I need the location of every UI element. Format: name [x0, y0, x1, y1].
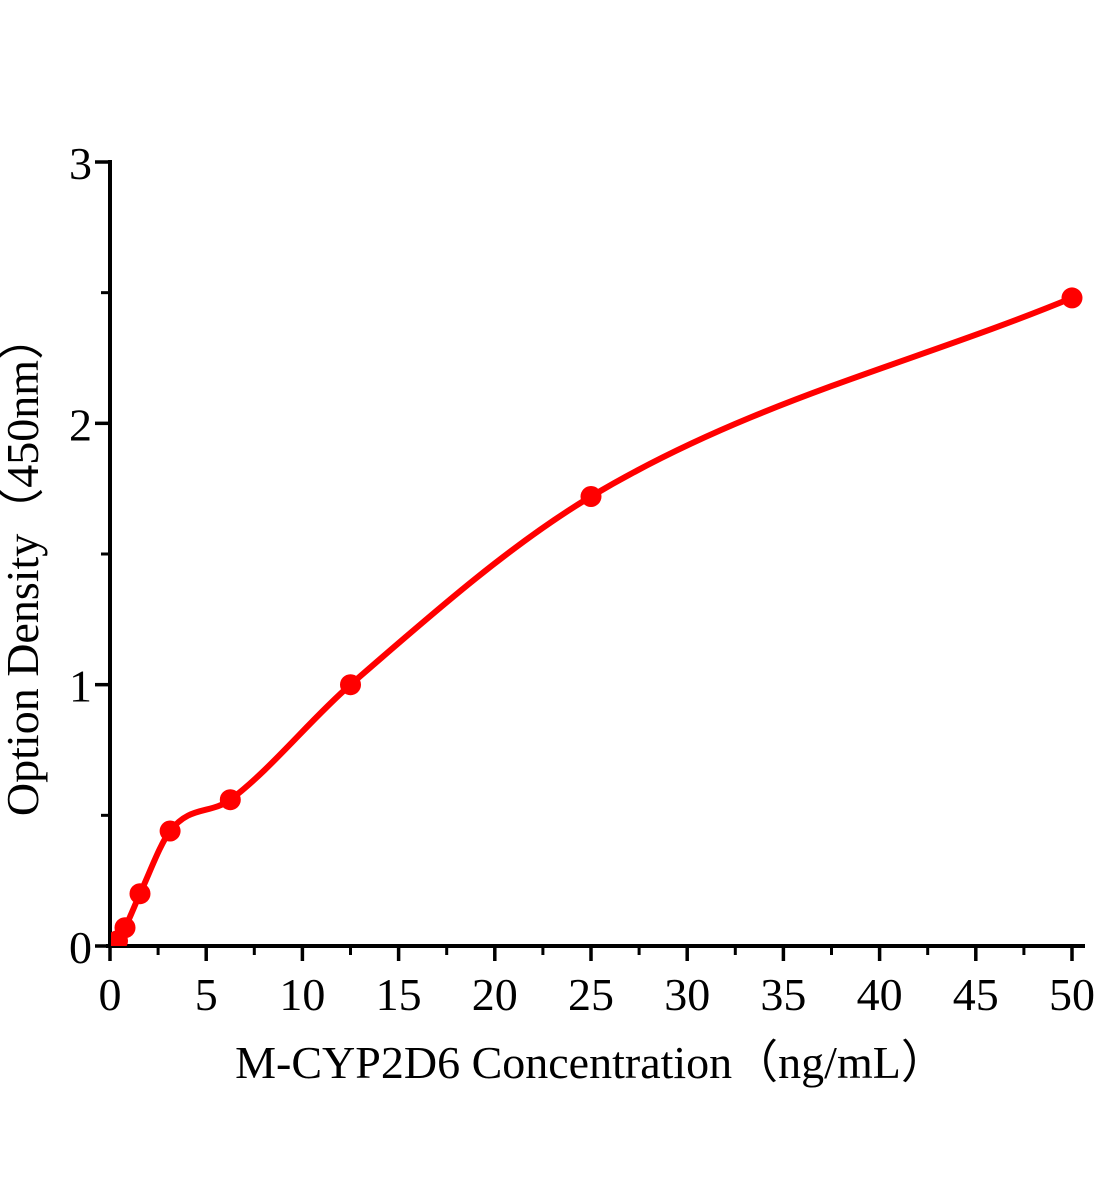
data-point-marker	[114, 917, 136, 939]
data-point-marker	[340, 674, 361, 696]
plot-area: 0 5 10 15 20 25 30 35 40 45 50 0 1 2 3	[69, 138, 1095, 1020]
y-tick-label: 0	[69, 922, 92, 973]
x-axis-title: M-CYP2D6 Concentration（ng/mL）	[235, 1037, 947, 1088]
x-tick-label: 45	[953, 969, 999, 1020]
x-tick-label: 25	[568, 969, 614, 1020]
series-M-CYP2D6-standard-curve	[111, 287, 1083, 946]
data-point-marker	[129, 883, 151, 905]
x-tick-label: 15	[376, 969, 422, 1020]
y-tick-label: 1	[69, 661, 92, 712]
x-tick-label: 40	[857, 969, 903, 1020]
y-tick-label: 3	[69, 138, 92, 189]
data-point-marker	[1061, 287, 1083, 309]
x-tick-label: 30	[664, 969, 710, 1020]
x-tick-label: 10	[279, 969, 325, 1020]
data-point-marker	[219, 789, 241, 811]
x-tick-label: 50	[1049, 969, 1095, 1020]
y-axis-title: Option Density（450nm）	[0, 314, 48, 816]
x-tick-label: 0	[99, 969, 122, 1020]
fit-curve-path	[112, 294, 1075, 946]
x-tick-label: 20	[472, 969, 518, 1020]
x-tick-label: 5	[195, 969, 218, 1020]
data-point-marker	[159, 820, 181, 842]
y-tick-label: 2	[69, 399, 92, 450]
x-tick-label: 35	[760, 969, 806, 1020]
data-point-marker	[580, 486, 602, 507]
